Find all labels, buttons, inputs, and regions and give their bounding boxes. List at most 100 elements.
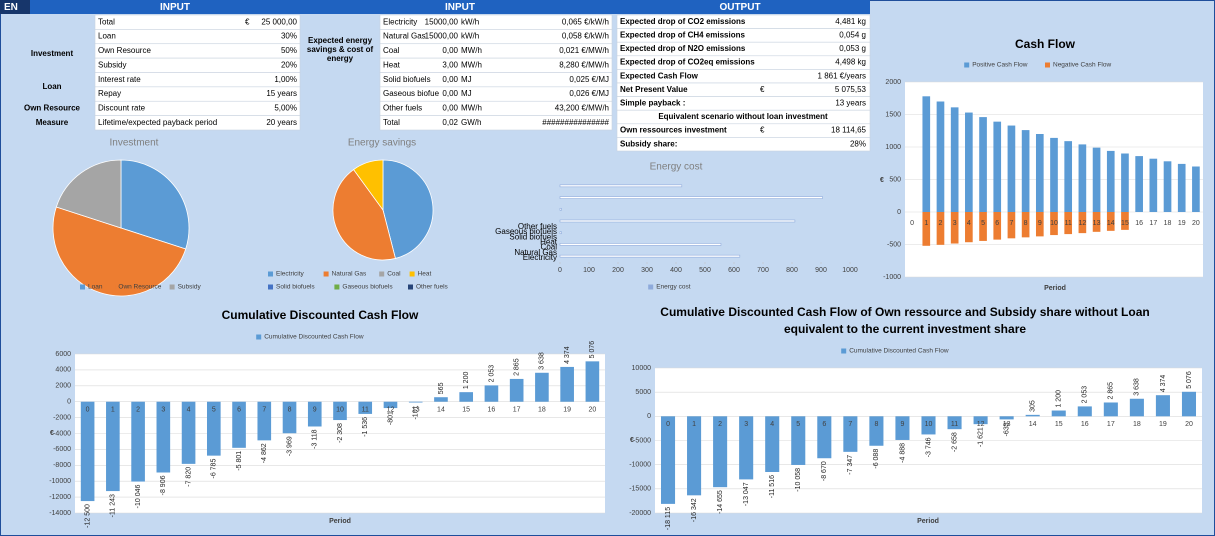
table-cell: Electricity: [383, 17, 417, 26]
bar: [156, 401, 171, 473]
bar: [509, 378, 524, 402]
data-label: -2 308: [337, 423, 344, 443]
data-label: -10 058: [795, 468, 802, 492]
data-label: 2 053: [1082, 386, 1089, 404]
x-tick-label: 11: [362, 407, 369, 414]
lang-cell: [0, 0, 30, 14]
table-cell: Equivalent scenario without loan investm…: [658, 112, 828, 121]
x-tick-label: 17: [1149, 220, 1157, 227]
data-label: -5 801: [236, 451, 243, 471]
y-axis-label: €: [630, 437, 634, 444]
data-label: -11 516: [769, 475, 776, 498]
x-tick-label: 0: [558, 267, 562, 274]
bar: [1007, 212, 1016, 239]
bar: [1149, 158, 1158, 212]
x-tick-label: 800: [786, 267, 798, 274]
table-cell: Lifetime/expected payback period: [98, 118, 217, 127]
data-label: 3 638: [539, 352, 546, 370]
bar: [1050, 137, 1058, 212]
x-tick-label: 3: [161, 407, 165, 414]
table-cell: Other fuels: [383, 104, 422, 113]
table-cell: Expected Cash Flow: [620, 71, 699, 80]
bar: [936, 212, 945, 245]
bar: [560, 366, 574, 402]
x-tick-label: 2: [718, 421, 722, 428]
table-cell: 0,00: [442, 104, 458, 113]
bar: [1021, 130, 1030, 212]
energy-label: Expected energy savings & cost of energy: [306, 36, 374, 63]
data-label: 5 076: [589, 341, 596, 359]
table-cell: 20 years: [266, 118, 297, 127]
y-tick-label: Gaseous biofuels: [495, 227, 557, 236]
y-tick-label: -500: [887, 241, 901, 248]
x-tick-label: 18: [1164, 220, 1172, 227]
x-tick-label: 19: [1159, 421, 1167, 428]
table-cell: 0,053 g: [839, 44, 866, 53]
data-label: 1 200: [1056, 390, 1063, 408]
x-tick-label: 500: [699, 267, 711, 274]
table-cell: MW/h: [461, 104, 482, 113]
table-cell: MJ: [461, 89, 472, 98]
table-cell: 15000,00: [425, 17, 459, 26]
table-cell: 28%: [850, 139, 866, 148]
legend-label: Cumulative Discounted Cash Flow: [264, 334, 364, 341]
legend-swatch: [80, 284, 85, 290]
table-cell: 13 years: [835, 99, 866, 108]
x-tick-label: 17: [513, 407, 521, 414]
bar: [1155, 395, 1170, 417]
x-tick-label: 7: [262, 407, 266, 414]
table-cell: 18 114,65: [831, 126, 867, 135]
y-tick-label: -20000: [629, 510, 651, 517]
table-cell: Repay: [98, 89, 121, 98]
bar: [559, 207, 562, 211]
data-label: -6 785: [211, 459, 218, 479]
bar: [1025, 414, 1040, 417]
pie-slice: [353, 159, 384, 212]
x-axis-label: Period: [329, 518, 351, 525]
bar: [257, 401, 272, 441]
data-label: -8 670: [821, 461, 828, 481]
data-label: -8 906: [160, 475, 167, 495]
table-cell: Expected drop of N2O emissions: [620, 44, 746, 53]
legend-label: Gaseous biofuels: [342, 284, 393, 291]
bar: [1035, 134, 1044, 212]
data-label: -2 658: [951, 432, 958, 452]
bar: [434, 397, 448, 402]
x-tick-label: 11: [951, 421, 958, 428]
bar: [1078, 212, 1087, 234]
x-tick-label: 10: [336, 407, 344, 414]
table-cell: Gaseous biofue: [383, 89, 440, 98]
table-cell: 5,00%: [274, 104, 297, 113]
x-tick-label: 14: [1107, 220, 1115, 227]
bar: [973, 416, 988, 425]
x-tick-label: 7: [848, 421, 852, 428]
bar: [1192, 166, 1200, 212]
x-tick-label: 4: [770, 421, 774, 428]
table-cell: €: [760, 85, 765, 94]
x-tick-label: 15: [462, 407, 470, 414]
data-label: -14 655: [717, 490, 724, 514]
bar: [979, 117, 987, 212]
x-tick-label: 20: [588, 407, 596, 414]
group-label: Loan: [42, 82, 61, 91]
x-tick-label: 600: [728, 267, 740, 274]
legend-label: Own Resource: [118, 284, 161, 291]
data-label: -3 969: [286, 436, 293, 456]
x-tick-label: 12: [1078, 220, 1086, 227]
bar: [947, 416, 962, 430]
x-tick-label: 18: [1133, 421, 1141, 428]
y-axis-label: €: [880, 177, 884, 184]
table-cell: 1,00%: [274, 75, 297, 84]
bar: [1021, 212, 1030, 238]
x-tick-label: 8: [874, 421, 878, 428]
data-label: -1 536: [362, 417, 369, 437]
bar: [1106, 212, 1115, 231]
table-cell: 0,00: [442, 89, 458, 98]
data-label: 5 076: [1186, 371, 1193, 389]
x-tick-label: 700: [757, 267, 769, 274]
table-cell: 0,00: [442, 75, 458, 84]
bar: [181, 401, 196, 464]
y-tick-label: 0: [67, 399, 71, 406]
bar: [687, 416, 702, 496]
y-tick-label: -14000: [49, 510, 71, 517]
